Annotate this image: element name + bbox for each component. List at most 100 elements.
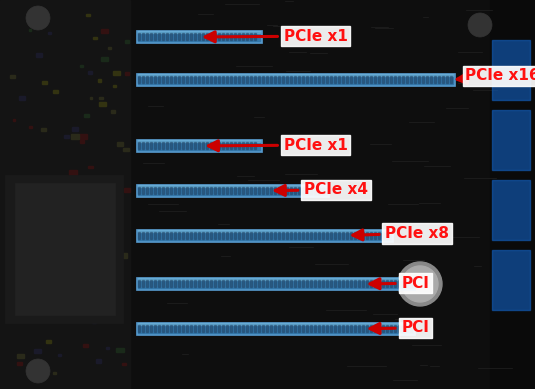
- Bar: [70, 170, 77, 175]
- Bar: [80, 65, 83, 67]
- Bar: [171, 325, 172, 332]
- Bar: [147, 187, 148, 194]
- Bar: [163, 76, 164, 83]
- Bar: [350, 280, 353, 287]
- Bar: [263, 187, 264, 194]
- Bar: [247, 187, 248, 194]
- Bar: [318, 76, 320, 83]
- Bar: [207, 33, 209, 40]
- Bar: [270, 280, 272, 287]
- Bar: [166, 33, 169, 40]
- Bar: [100, 102, 105, 105]
- Bar: [242, 33, 244, 40]
- Bar: [366, 280, 369, 287]
- Bar: [347, 280, 348, 287]
- Bar: [100, 315, 103, 317]
- Bar: [278, 76, 280, 83]
- Circle shape: [402, 266, 438, 302]
- Bar: [190, 33, 193, 40]
- Circle shape: [26, 6, 50, 30]
- Bar: [354, 76, 356, 83]
- Bar: [179, 187, 180, 194]
- Bar: [350, 325, 353, 332]
- Bar: [210, 76, 212, 83]
- Bar: [215, 76, 217, 83]
- Bar: [347, 325, 348, 332]
- Text: PCIe x4: PCIe x4: [276, 182, 368, 197]
- Bar: [255, 76, 256, 83]
- Bar: [294, 325, 296, 332]
- Bar: [318, 280, 320, 287]
- Bar: [434, 76, 437, 83]
- Bar: [350, 76, 353, 83]
- Bar: [136, 277, 415, 291]
- Bar: [226, 76, 228, 83]
- Bar: [415, 76, 416, 83]
- Bar: [139, 33, 140, 40]
- Bar: [362, 325, 364, 332]
- Text: PCIe x1: PCIe x1: [209, 138, 347, 152]
- Bar: [299, 187, 301, 194]
- Bar: [266, 232, 269, 239]
- Bar: [407, 325, 408, 332]
- Bar: [202, 33, 204, 40]
- Bar: [163, 142, 164, 149]
- Bar: [171, 187, 172, 194]
- Bar: [255, 142, 256, 149]
- Bar: [331, 232, 332, 239]
- Bar: [182, 76, 185, 83]
- Bar: [139, 186, 327, 195]
- Bar: [210, 325, 212, 332]
- Bar: [331, 76, 332, 83]
- Bar: [326, 280, 328, 287]
- Bar: [291, 325, 293, 332]
- Bar: [207, 280, 209, 287]
- Bar: [198, 325, 201, 332]
- Bar: [226, 280, 228, 287]
- Bar: [223, 325, 224, 332]
- Bar: [139, 32, 260, 33]
- Bar: [378, 325, 380, 332]
- Bar: [88, 71, 91, 74]
- Bar: [234, 280, 236, 287]
- Bar: [358, 76, 361, 83]
- Bar: [76, 294, 80, 297]
- Bar: [139, 324, 412, 333]
- Bar: [66, 252, 72, 256]
- Bar: [87, 273, 93, 276]
- Bar: [210, 280, 212, 287]
- Bar: [307, 232, 308, 239]
- Bar: [266, 325, 269, 332]
- Bar: [34, 349, 41, 353]
- Circle shape: [398, 262, 442, 306]
- Bar: [174, 142, 177, 149]
- Bar: [370, 76, 372, 83]
- Bar: [282, 325, 285, 332]
- Bar: [76, 269, 84, 273]
- Bar: [310, 187, 312, 194]
- Bar: [207, 325, 209, 332]
- Bar: [490, 0, 535, 389]
- Bar: [331, 325, 332, 332]
- Bar: [150, 232, 152, 239]
- Bar: [250, 325, 253, 332]
- Bar: [342, 325, 345, 332]
- Bar: [215, 280, 217, 287]
- Bar: [255, 325, 256, 332]
- Bar: [386, 280, 388, 287]
- Bar: [92, 320, 96, 322]
- Bar: [215, 142, 217, 149]
- Bar: [202, 142, 204, 149]
- Bar: [247, 232, 248, 239]
- Bar: [294, 76, 296, 83]
- Bar: [202, 280, 204, 287]
- Bar: [347, 76, 348, 83]
- Bar: [255, 187, 256, 194]
- Bar: [155, 142, 156, 149]
- Bar: [386, 232, 388, 239]
- Bar: [358, 232, 361, 239]
- Bar: [215, 325, 217, 332]
- Bar: [383, 280, 385, 287]
- Bar: [84, 114, 89, 117]
- Bar: [147, 232, 148, 239]
